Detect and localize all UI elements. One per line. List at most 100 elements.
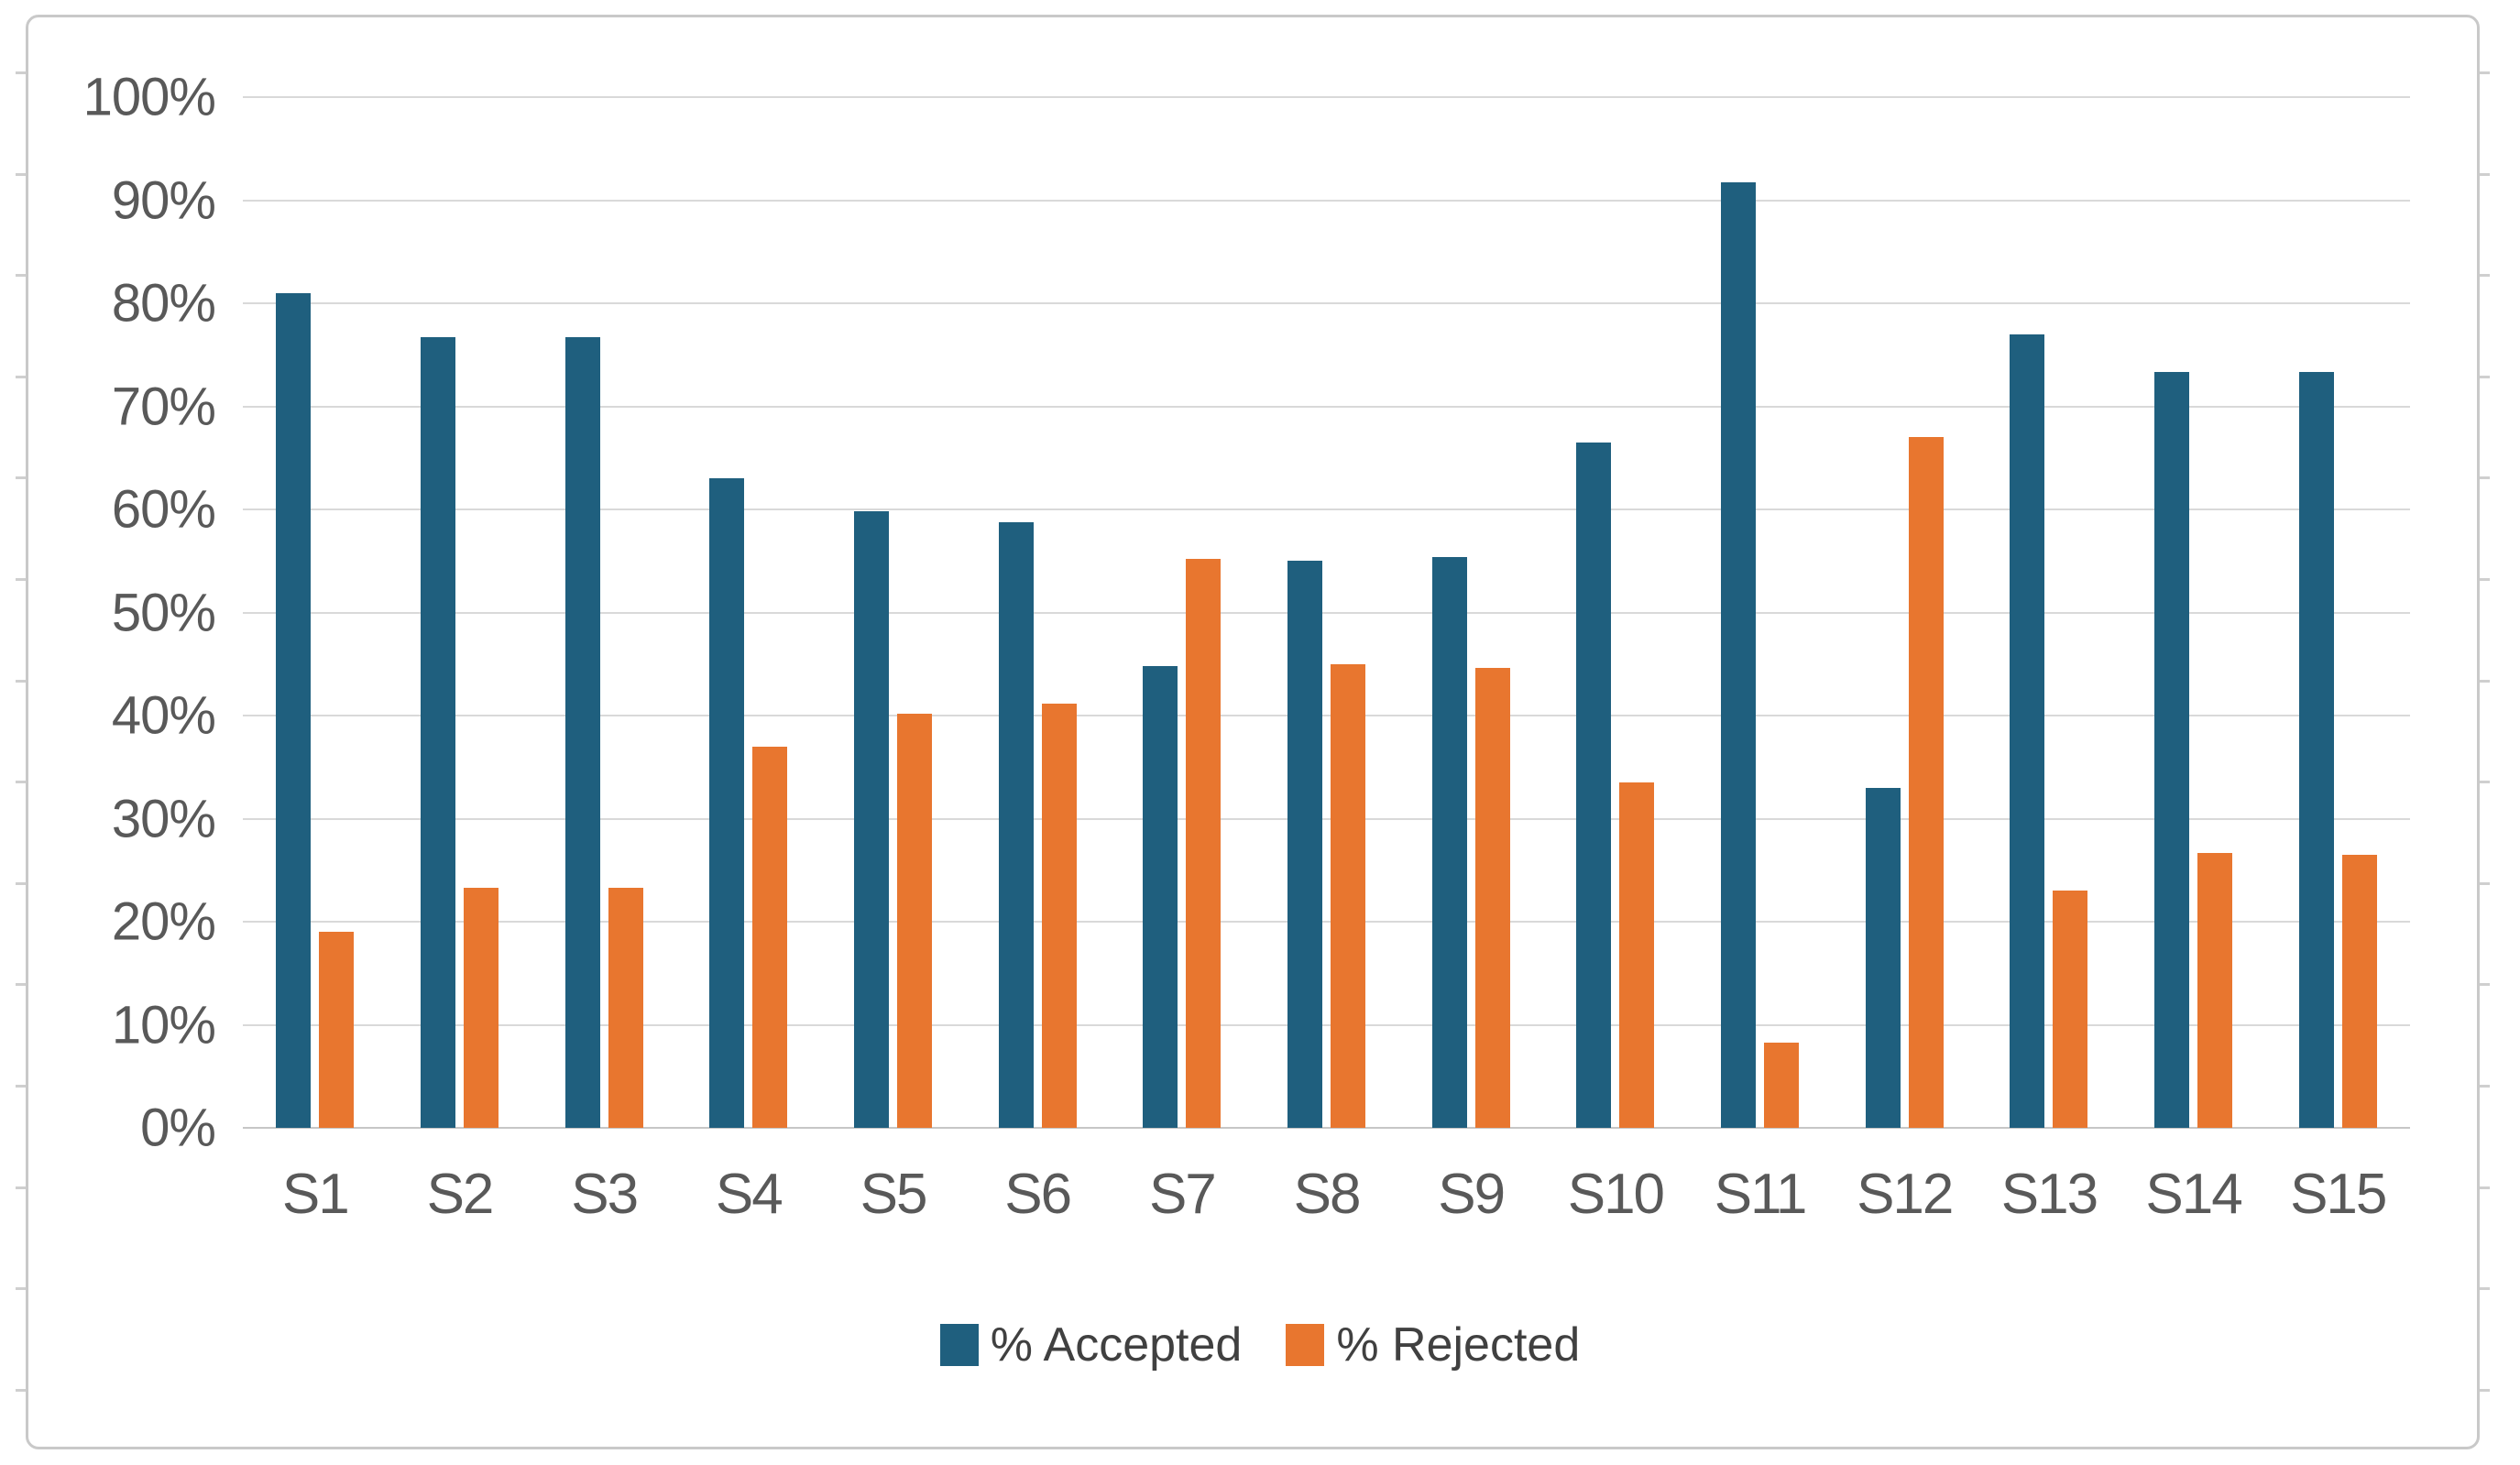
bar-group-s4 — [676, 97, 821, 1128]
accepted-bar-s4 — [709, 478, 745, 1128]
bar-group-s9 — [1398, 97, 1543, 1128]
x-axis-label-s1: S1 — [281, 1163, 350, 1226]
rejected-bar-s9 — [1474, 668, 1510, 1128]
x-axis-label-s6: S6 — [1004, 1163, 1072, 1226]
accepted-bar-s6 — [998, 521, 1034, 1128]
accepted-bar-s3 — [564, 337, 600, 1128]
frame-tick-left — [16, 578, 26, 581]
accepted-bar-s14 — [2154, 372, 2190, 1128]
rejected-bar-s13 — [2053, 891, 2088, 1128]
x-axis-label-s9: S9 — [1438, 1163, 1506, 1226]
frame-tick-left — [16, 679, 26, 683]
frame-tick-right — [2480, 1186, 2490, 1189]
y-axis-tick-label: 70% — [111, 377, 216, 436]
x-axis-label-s8: S8 — [1293, 1163, 1362, 1226]
frame-tick-left — [16, 71, 26, 74]
rejected-bar-s7 — [1186, 559, 1222, 1128]
frame-tick-left — [16, 274, 26, 278]
x-axis-label-s2: S2 — [426, 1163, 495, 1226]
y-axis-tick-label: 0% — [140, 1098, 216, 1158]
gridline — [243, 817, 2410, 820]
x-axis-label-s15: S15 — [2290, 1163, 2387, 1226]
frame-tick-left — [16, 172, 26, 176]
frame-tick-right — [2480, 781, 2490, 784]
gridline — [243, 1127, 2410, 1129]
gridline — [243, 302, 2410, 304]
bar-group-s14 — [2121, 97, 2266, 1128]
accepted-bar-s15 — [2298, 372, 2334, 1128]
plot-area — [243, 96, 2410, 1129]
bar-group-s15 — [2265, 97, 2410, 1128]
bar-group-s10 — [1543, 97, 1688, 1128]
rejected-bar-s5 — [897, 713, 933, 1128]
frame-tick-right — [2480, 679, 2490, 683]
bar-group-s5 — [821, 97, 966, 1128]
frame-tick-right — [2480, 476, 2490, 480]
frame-tick-right — [2480, 1388, 2490, 1392]
y-axis-tick-label: 30% — [111, 789, 216, 848]
rejected-bar-s2 — [464, 887, 499, 1128]
rejected-bar-s12 — [1908, 437, 1944, 1128]
rejected-bar-s8 — [1331, 663, 1366, 1128]
accepted-bar-s13 — [2010, 333, 2045, 1128]
frame-tick-right — [2480, 172, 2490, 176]
legend-label-accepted: % Accepted — [990, 1318, 1243, 1372]
frame-tick-left — [16, 375, 26, 378]
x-axis-label-s14: S14 — [2145, 1163, 2242, 1226]
bar-group-s11 — [1688, 97, 1833, 1128]
x-axis-label-s10: S10 — [1567, 1163, 1665, 1226]
x-axis-label-s7: S7 — [1148, 1163, 1217, 1226]
x-axis-label-s4: S4 — [715, 1163, 783, 1226]
bar-group-s2 — [388, 97, 532, 1128]
frame-tick-right — [2480, 71, 2490, 74]
gridline — [243, 611, 2410, 614]
bar-group-s3 — [531, 97, 676, 1128]
frame-tick-left — [16, 1287, 26, 1291]
frame-tick-left — [16, 1085, 26, 1088]
y-axis-tick-label: 100% — [82, 67, 216, 127]
bar-group-s13 — [1977, 97, 2121, 1128]
accepted-bar-s2 — [421, 337, 455, 1128]
rejected-series-swatch — [1286, 1324, 1325, 1366]
legend-item-accepted: % Accepted — [939, 1317, 1243, 1372]
frame-tick-right — [2480, 274, 2490, 278]
rejected-bar-s14 — [2197, 852, 2233, 1128]
y-axis: 100% 90% 80% 70% 60% 50% 40% 30% 20% 10% 0% — [37, 68, 216, 1158]
bar-group-s7 — [1110, 97, 1255, 1128]
gridline — [243, 921, 2410, 923]
accepted-bar-s11 — [1721, 182, 1757, 1128]
rejected-bar-s15 — [2341, 854, 2377, 1128]
bars-layer — [243, 97, 2410, 1128]
x-axis-label-s5: S5 — [860, 1163, 928, 1226]
gridline — [243, 715, 2410, 716]
legend-item-rejected: % Rejected — [1286, 1317, 1580, 1372]
bar-group-s6 — [965, 97, 1110, 1128]
frame-tick-left — [16, 1186, 26, 1189]
frame-tick-left — [16, 476, 26, 480]
rejected-bar-s11 — [1764, 1042, 1800, 1128]
bar-group-s8 — [1255, 97, 1399, 1128]
frame-tick-right — [2480, 1085, 2490, 1088]
accepted-bar-s5 — [854, 511, 890, 1128]
accepted-bar-s12 — [1865, 787, 1901, 1128]
x-axis-label-s11: S11 — [1714, 1163, 1808, 1226]
bar-group-s12 — [1832, 97, 1977, 1128]
gridline — [243, 199, 2410, 202]
legend-label-rejected: % Rejected — [1336, 1318, 1581, 1372]
x-axis: S1 S2 S3 S4 S5 S6 S7 S8 S9 S10 S11 S12 S13 S14 S15 — [243, 1162, 2410, 1227]
x-axis-label-s3: S3 — [571, 1163, 639, 1226]
accepted-bar-s10 — [1576, 442, 1612, 1128]
rejected-bar-s1 — [319, 932, 355, 1128]
accepted-bar-s1 — [276, 292, 312, 1128]
gridline — [243, 1023, 2410, 1026]
gridline — [243, 405, 2410, 408]
y-axis-tick-label: 10% — [111, 995, 216, 1055]
gridline — [243, 508, 2410, 510]
frame-tick-right — [2480, 881, 2490, 885]
accepted-bar-s7 — [1143, 666, 1178, 1128]
y-axis-tick-label: 50% — [111, 583, 216, 642]
y-axis-tick-label: 90% — [111, 170, 216, 230]
y-axis-tick-label: 60% — [111, 479, 216, 540]
y-axis-tick-label: 40% — [111, 685, 216, 746]
accepted-bar-s8 — [1287, 561, 1323, 1128]
